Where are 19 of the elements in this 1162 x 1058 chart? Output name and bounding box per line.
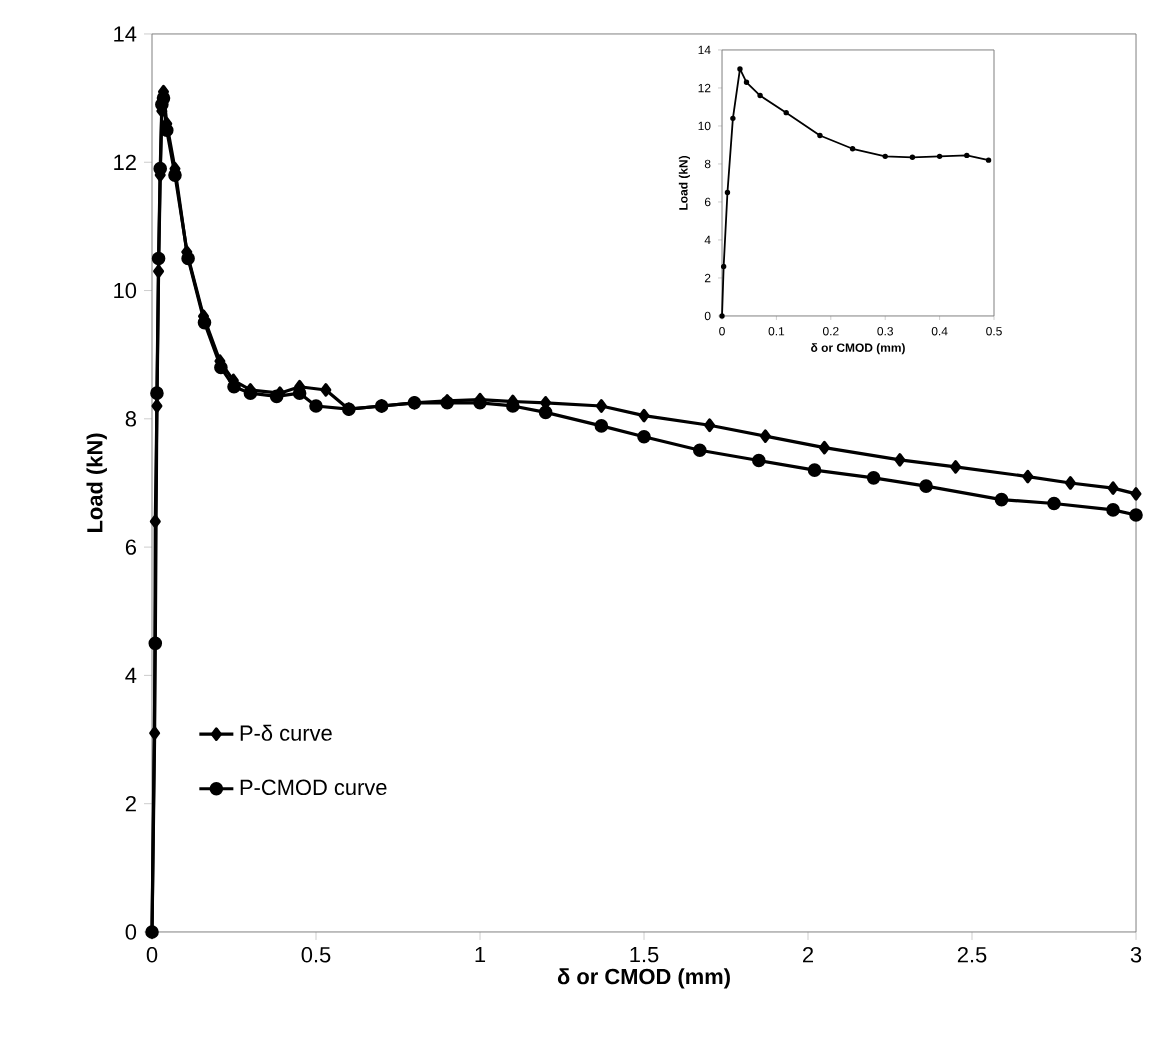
legend-label: P-δ curve (240, 724, 332, 741)
y-tick-label: 8 (125, 411, 136, 427)
x-tick-label: 0.5 (301, 947, 331, 963)
y-tick-label: 10 (114, 282, 137, 299)
y-tick-label: 4 (125, 667, 137, 683)
x-tick-label: 1.5 (630, 947, 659, 963)
y-tick-label: 2 (125, 796, 136, 812)
x-axis-title: δ or CMOD (mm) (557, 968, 730, 989)
y-tick-label: 12 (114, 154, 136, 170)
x-tick-label: 1 (475, 947, 486, 963)
x-tick-label: 3 (1130, 947, 1142, 963)
y-tick-label: 0 (125, 924, 137, 940)
y-tick-label: 6 (125, 539, 136, 555)
x-tick-label: 2.5 (957, 947, 987, 963)
y-tick-label: 14 (114, 26, 137, 42)
y-axis-title: Load (kN) (86, 433, 107, 533)
x-tick-label: 2 (803, 947, 814, 963)
legend-label: P-CMOD curve (240, 779, 387, 796)
x-tick-label: 0 (146, 947, 158, 963)
